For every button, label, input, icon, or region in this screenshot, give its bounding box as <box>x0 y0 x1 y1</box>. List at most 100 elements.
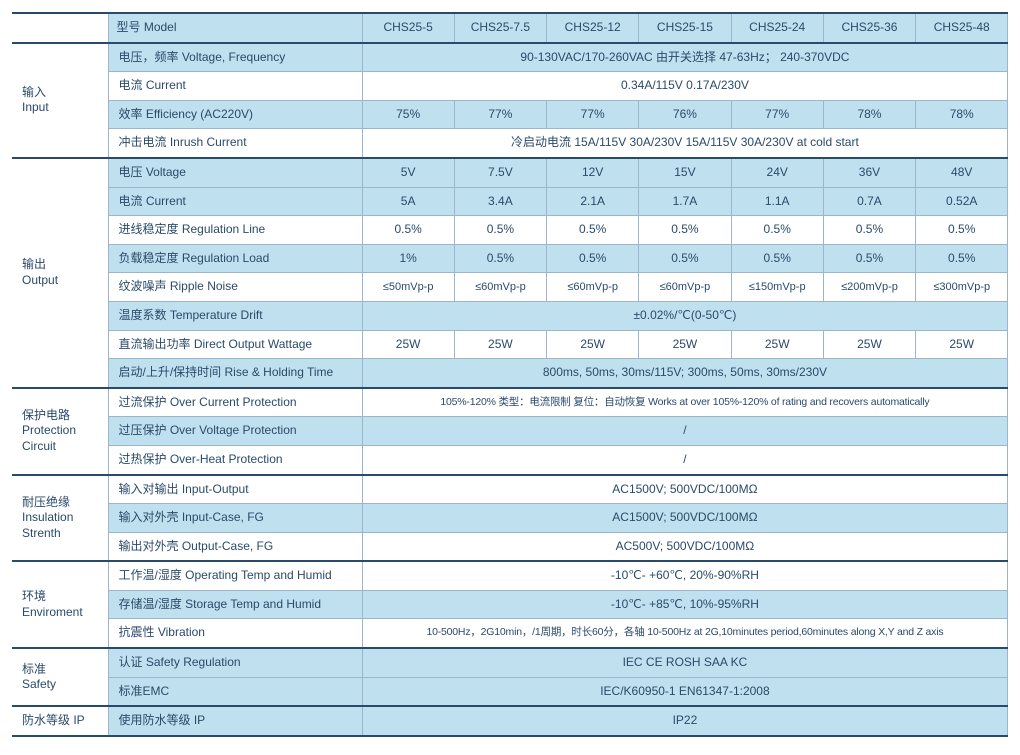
category-cell: 保护电路ProtectionCircuit <box>12 388 108 475</box>
value-cell: 12V <box>547 158 639 187</box>
param-cell: 输入对输出 Input-Output <box>108 475 362 504</box>
value-cell: 25W <box>362 330 454 359</box>
header-model: CHS25-24 <box>731 13 823 43</box>
param-cell: 进线稳定度 Regulation Line <box>108 216 362 245</box>
param-cell: 过流保护 Over Current Protection <box>108 388 362 417</box>
value-cell: 78% <box>916 100 1008 129</box>
value-cell: 0.5% <box>823 244 915 273</box>
param-cell: 存储温/湿度 Storage Temp and Humid <box>108 590 362 619</box>
value-cell: 25W <box>731 330 823 359</box>
value-cell: 3.4A <box>454 187 546 216</box>
value-cell: 25W <box>916 330 1008 359</box>
value-cell: 78% <box>823 100 915 129</box>
value-cell: 77% <box>547 100 639 129</box>
value-cell: 25W <box>547 330 639 359</box>
value-span-cell: -10℃- +85℃, 10%-95%RH <box>362 590 1008 619</box>
header-model: CHS25-48 <box>916 13 1008 43</box>
value-cell: 0.5% <box>916 244 1008 273</box>
value-span-cell: AC1500V; 500VDC/100MΩ <box>362 504 1008 533</box>
value-cell: 0.5% <box>731 216 823 245</box>
value-span-cell: IP22 <box>362 706 1008 736</box>
param-cell: 标准EMC <box>108 677 362 706</box>
value-span-cell: 90-130VAC/170-260VAC 由开关选择 47-63Hz； 240-… <box>362 43 1008 72</box>
value-cell: 7.5V <box>454 158 546 187</box>
value-cell: 77% <box>454 100 546 129</box>
param-cell: 电压 Voltage <box>108 158 362 187</box>
value-span-cell: 冷启动电流 15A/115V 30A/230V 15A/115V 30A/230… <box>362 129 1008 158</box>
value-span-cell: AC1500V; 500VDC/100MΩ <box>362 475 1008 504</box>
category-cell: 环境Enviroment <box>12 561 108 648</box>
param-cell: 抗震性 Vibration <box>108 619 362 648</box>
value-cell: 76% <box>639 100 731 129</box>
spec-table: 型号 ModelCHS25-5CHS25-7.5CHS25-12CHS25-15… <box>12 12 1008 737</box>
param-cell: 输出对外壳 Output-Case, FG <box>108 532 362 561</box>
value-span-cell: IEC/K60950-1 EN61347-1:2008 <box>362 677 1008 706</box>
value-cell: 0.5% <box>639 244 731 273</box>
category-cell: 防水等级 IP <box>12 706 108 736</box>
value-cell: 0.5% <box>454 244 546 273</box>
param-cell: 电流 Current <box>108 187 362 216</box>
value-cell: ≤150mVp-p <box>731 273 823 302</box>
value-cell: 25W <box>823 330 915 359</box>
param-cell: 输入对外壳 Input-Case, FG <box>108 504 362 533</box>
value-cell: ≤50mVp-p <box>362 273 454 302</box>
value-cell: 5V <box>362 158 454 187</box>
value-span-cell: / <box>362 417 1008 446</box>
header-model: CHS25-12 <box>547 13 639 43</box>
value-cell: 2.1A <box>547 187 639 216</box>
param-cell: 效率 Efficiency (AC220V) <box>108 100 362 129</box>
header-model: CHS25-7.5 <box>454 13 546 43</box>
value-span-cell: 10-500Hz，2G10min，/1周期，时长60分，各轴 10-500Hz … <box>362 619 1008 648</box>
value-cell: ≤60mVp-p <box>639 273 731 302</box>
header-model: CHS25-15 <box>639 13 731 43</box>
param-cell: 电流 Current <box>108 72 362 101</box>
value-cell: 25W <box>639 330 731 359</box>
value-cell: 1% <box>362 244 454 273</box>
value-cell: 75% <box>362 100 454 129</box>
value-span-cell: 105%-120% 类型：电流限制 复位：自动恢复 Works at over … <box>362 388 1008 417</box>
value-cell: 0.5% <box>731 244 823 273</box>
category-cell: 输出Output <box>12 158 108 388</box>
param-cell: 使用防水等级 IP <box>108 706 362 736</box>
value-cell: 0.5% <box>547 216 639 245</box>
param-cell: 工作温/湿度 Operating Temp and Humid <box>108 561 362 590</box>
header-model-label: 型号 Model <box>108 13 362 43</box>
value-cell: 36V <box>823 158 915 187</box>
param-cell: 温度系数 Temperature Drift <box>108 301 362 330</box>
value-cell: ≤300mVp-p <box>916 273 1008 302</box>
value-cell: 1.7A <box>639 187 731 216</box>
value-cell: ≤60mVp-p <box>454 273 546 302</box>
value-cell: 5A <box>362 187 454 216</box>
value-cell: 0.5% <box>547 244 639 273</box>
category-cell: 输入Input <box>12 43 108 158</box>
header-blank <box>12 13 108 43</box>
param-cell: 直流输出功率 Direct Output Wattage <box>108 330 362 359</box>
param-cell: 冲击电流 Inrush Current <box>108 129 362 158</box>
value-cell: 0.5% <box>362 216 454 245</box>
value-span-cell: IEC CE ROSH SAA KC <box>362 648 1008 677</box>
value-cell: ≤60mVp-p <box>547 273 639 302</box>
category-cell: 标准Safety <box>12 648 108 706</box>
param-cell: 启动/上升/保持时间 Rise & Holding Time <box>108 359 362 388</box>
param-cell: 过压保护 Over Voltage Protection <box>108 417 362 446</box>
header-model: CHS25-5 <box>362 13 454 43</box>
value-cell: 0.5% <box>454 216 546 245</box>
param-cell: 过热保护 Over-Heat Protection <box>108 445 362 474</box>
value-cell: 0.5% <box>916 216 1008 245</box>
value-cell: 25W <box>454 330 546 359</box>
value-cell: 77% <box>731 100 823 129</box>
value-cell: 0.52A <box>916 187 1008 216</box>
value-cell: 24V <box>731 158 823 187</box>
value-cell: 0.5% <box>639 216 731 245</box>
value-span-cell: AC500V; 500VDC/100MΩ <box>362 532 1008 561</box>
value-cell: 48V <box>916 158 1008 187</box>
header-model: CHS25-36 <box>823 13 915 43</box>
value-span-cell: / <box>362 445 1008 474</box>
value-span-cell: 800ms, 50ms, 30ms/115V; 300ms, 50ms, 30m… <box>362 359 1008 388</box>
param-cell: 认证 Safety Regulation <box>108 648 362 677</box>
value-span-cell: -10℃- +60℃, 20%-90%RH <box>362 561 1008 590</box>
category-cell: 耐压绝缘InsulationStrenth <box>12 475 108 562</box>
value-cell: 15V <box>639 158 731 187</box>
param-cell: 纹波噪声 Ripple Noise <box>108 273 362 302</box>
value-cell: 0.7A <box>823 187 915 216</box>
